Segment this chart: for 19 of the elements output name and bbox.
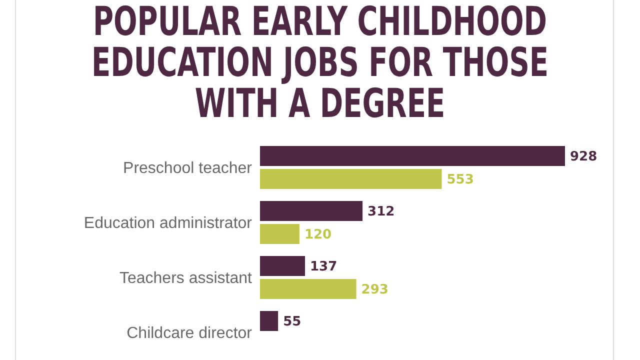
data-label: 553 [446, 172, 474, 188]
y-tick-label: Education administrator [84, 215, 253, 232]
data-label: 55 [283, 314, 302, 330]
bar [260, 256, 306, 276]
data-label: 120 [304, 228, 332, 243]
data-label: 312 [368, 204, 395, 220]
bar [260, 201, 363, 221]
bar [260, 169, 442, 189]
y-tick-label: Teachers assistant [119, 270, 253, 288]
data-label: 293 [361, 282, 388, 298]
y-tick-label: Childcare director [126, 325, 253, 342]
data-label: 137 [310, 260, 338, 275]
bar [260, 146, 565, 166]
y-tick-label: Preschool teacher [123, 160, 253, 178]
data-label: 928 [570, 150, 598, 165]
bar [260, 224, 300, 244]
bar [260, 311, 278, 331]
bar [260, 279, 356, 299]
chart-title: POPULAR EARLY CHILDHOOD EDUCATION JOBS FOR THOSE WITH A DEGREE [90, 0, 550, 127]
